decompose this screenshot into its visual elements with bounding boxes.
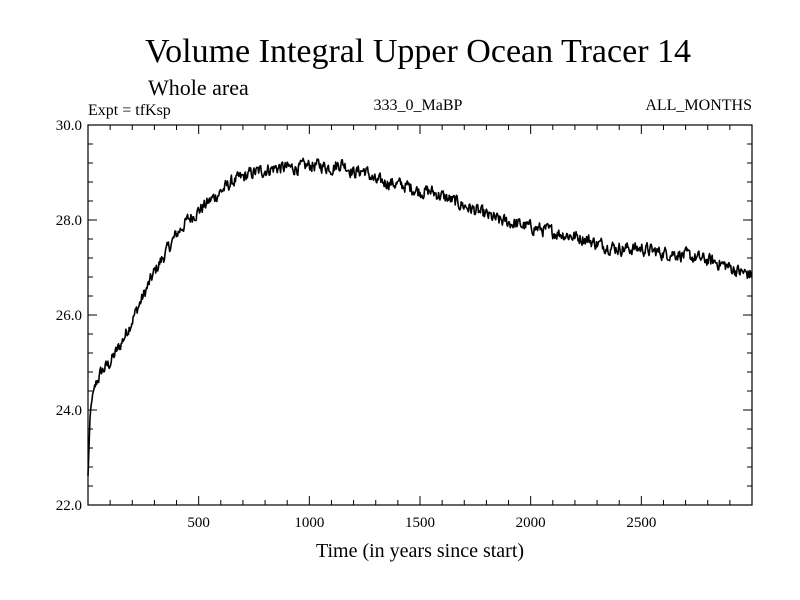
chart-subtitle: Whole area <box>148 75 249 100</box>
series-line-tracer-14 <box>87 157 753 476</box>
x-tick-label: 1000 <box>294 515 324 531</box>
center-label: 333_0_MaBP <box>374 97 463 114</box>
y-tick-label: 30.0 <box>56 118 82 134</box>
x-tick-label: 2500 <box>626 515 656 531</box>
y-tick-label: 26.0 <box>56 308 82 324</box>
right-label: ALL_MONTHS <box>645 97 752 114</box>
y-tick-label: 22.0 <box>56 498 82 514</box>
plot-area <box>87 157 753 476</box>
y-tick-label: 28.0 <box>56 213 82 229</box>
chart-title: Volume Integral Upper Ocean Tracer 14 <box>145 33 691 70</box>
x-tick-label: 1500 <box>405 515 435 531</box>
expt-label: Expt = tfKsp <box>88 102 171 119</box>
x-tick-label: 500 <box>187 515 210 531</box>
x-tick-label: 2000 <box>516 515 546 531</box>
plot-frame <box>87 124 753 506</box>
y-tick-label: 24.0 <box>56 403 82 419</box>
x-axis-label: Time (in years since start) <box>316 540 524 562</box>
